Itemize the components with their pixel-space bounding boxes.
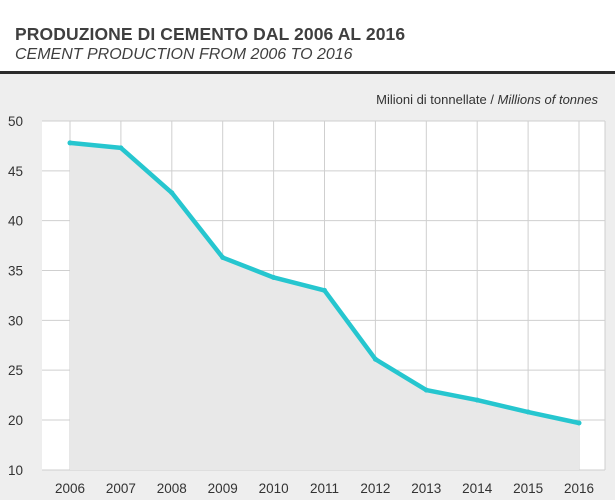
- x-tick-label: 2008: [157, 481, 187, 496]
- title-block: PRODUZIONE DI CEMENTO DAL 2006 AL 2016 C…: [15, 24, 605, 65]
- data-point: [220, 255, 226, 261]
- chart-title: PRODUZIONE DI CEMENTO DAL 2006 AL 2016: [15, 24, 406, 44]
- y-tick-label: 40: [8, 214, 23, 229]
- data-point: [118, 145, 124, 151]
- data-point: [474, 397, 480, 403]
- y-tick-label: 30: [8, 313, 23, 328]
- x-tick-label: 2015: [513, 481, 543, 496]
- y-tick-label: 35: [8, 264, 23, 279]
- y-tick-label: 45: [8, 164, 23, 179]
- data-point: [271, 274, 277, 280]
- data-point: [169, 190, 175, 196]
- title-divider: [0, 71, 615, 74]
- y-tick-label: 25: [8, 363, 23, 378]
- x-tick-label: 2012: [360, 481, 390, 496]
- chart-subtitle: CEMENT PRODUCTION FROM 2006 TO 2016: [15, 46, 353, 63]
- data-point: [423, 387, 429, 393]
- unit-label-en: Millions of tonnes: [497, 92, 598, 107]
- data-point: [372, 356, 378, 362]
- y-tick-label: 10: [8, 463, 23, 478]
- x-tick-label: 2010: [259, 481, 289, 496]
- data-point: [322, 287, 327, 293]
- x-tick-label: 2014: [462, 481, 493, 496]
- x-tick-label: 2007: [106, 481, 136, 496]
- x-tick-label: 2009: [208, 481, 238, 496]
- area-fill: [70, 142, 579, 470]
- x-tick-label: 2011: [310, 481, 339, 496]
- y-tick-label: 50: [8, 114, 23, 129]
- data-point: [576, 420, 582, 426]
- x-tick-label: 2006: [55, 481, 85, 496]
- data-point: [525, 409, 531, 415]
- unit-label: Milioni di tonnellate / Millions of tonn…: [376, 92, 598, 107]
- data-point: [67, 140, 73, 146]
- unit-label-separator: /: [486, 92, 498, 107]
- unit-label-it: Milioni di tonnellate: [376, 92, 487, 107]
- x-tick-label: 2016: [564, 481, 594, 496]
- x-tick-label: 2013: [411, 481, 441, 496]
- y-tick-label: 20: [8, 413, 23, 428]
